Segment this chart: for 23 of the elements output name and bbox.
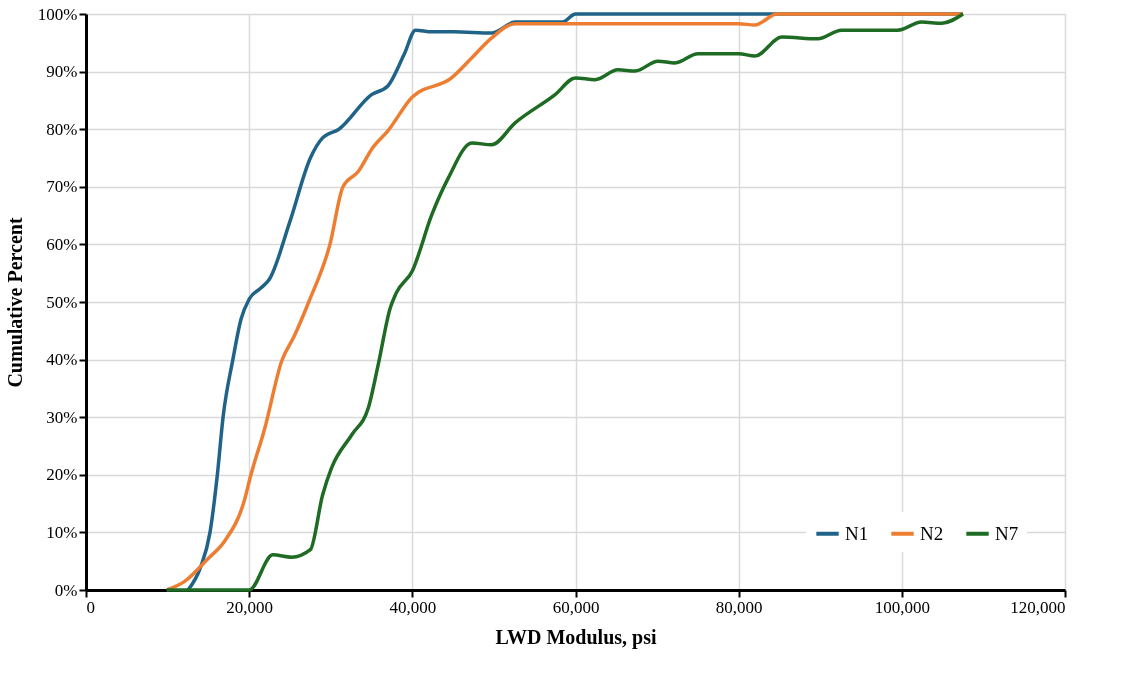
x-axis-title: LWD Modulus, psi <box>495 625 657 649</box>
legend-label: N2 <box>920 522 944 544</box>
y-tick-label: 80% <box>46 119 78 139</box>
x-tick-label: 100,000 <box>874 597 930 617</box>
y-tick-label: 70% <box>46 177 78 197</box>
legend-label: N7 <box>995 522 1019 544</box>
y-axis-title: Cumulative Percent <box>3 217 26 388</box>
y-tick-label: 100% <box>37 4 78 24</box>
y-tick-label: 90% <box>46 62 78 82</box>
y-tick-label: 60% <box>46 234 78 254</box>
x-tick-label: 80,000 <box>715 597 763 617</box>
y-tick-label: 40% <box>46 350 78 370</box>
y-tick-label: 0% <box>54 580 78 600</box>
x-tick-label: 60,000 <box>552 597 600 617</box>
legend-label: N1 <box>845 522 869 544</box>
x-tick-label: 0 <box>86 597 95 617</box>
y-tick-label: 20% <box>46 465 78 485</box>
x-tick-label: 120,000 <box>1010 597 1066 617</box>
x-tick-label: 40,000 <box>389 597 437 617</box>
y-tick-label: 10% <box>46 522 78 542</box>
x-tick-label: 20,000 <box>226 597 274 617</box>
y-tick-label: 30% <box>46 407 78 427</box>
y-tick-label: 50% <box>46 292 78 312</box>
